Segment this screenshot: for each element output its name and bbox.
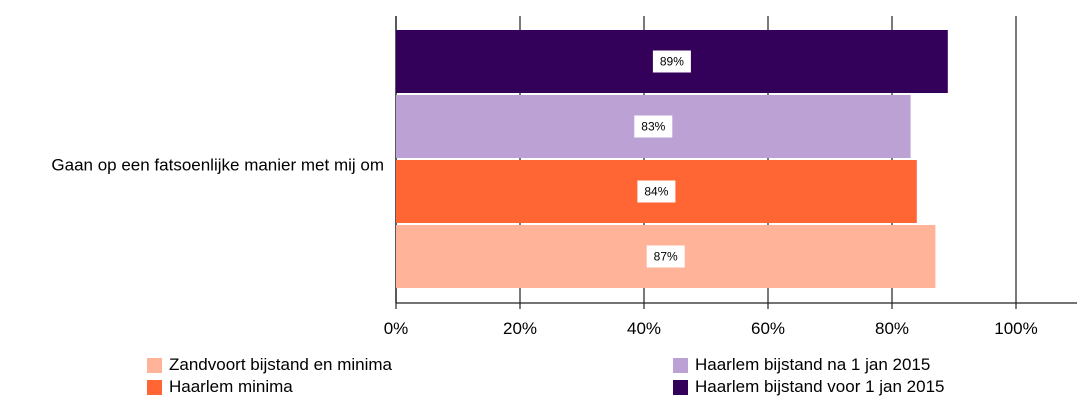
data-label-box [646,245,685,268]
x-tick-label: 60% [751,319,785,338]
data-label: 89% [660,55,684,69]
x-tick-label: 0% [384,319,409,338]
category-label: Gaan op een fatsoenlijke manier met mij … [51,155,384,174]
data-label-box [637,180,676,203]
legend-swatch [147,357,162,373]
legend-label: Haarlem minima [169,377,293,396]
legend: Zandvoort bijstand en minima Haarlem bij… [0,352,1077,398]
x-axis: 0% 20% 40% 60% 80% 100% [384,302,1077,338]
data-label-box [634,115,673,138]
legend-swatch [147,379,162,395]
legend-item-zandvoort: Zandvoort bijstand en minima [147,354,392,376]
legend-swatch [673,357,688,373]
data-labels: 89% 83% 84% 87% [634,50,691,268]
x-tick-label: 40% [627,319,661,338]
data-label: 84% [644,185,668,199]
data-label: 83% [641,120,665,134]
legend-swatch [673,379,688,395]
data-label: 87% [654,250,678,264]
legend-label: Zandvoort bijstand en minima [169,355,393,374]
x-tick-label: 100% [994,319,1037,338]
x-tick-label: 80% [875,319,909,338]
data-label-box [652,50,691,73]
legend-item-haarlem-voor: Haarlem bijstand voor 1 jan 2015 [673,376,944,398]
legend-label: Haarlem bijstand voor 1 jan 2015 [695,377,945,396]
legend-item-haarlem-na: Haarlem bijstand na 1 jan 2015 [673,354,930,376]
legend-item-haarlem-minima: Haarlem minima [147,376,293,398]
x-tick-label: 20% [503,319,537,338]
legend-label: Haarlem bijstand na 1 jan 2015 [695,355,931,374]
